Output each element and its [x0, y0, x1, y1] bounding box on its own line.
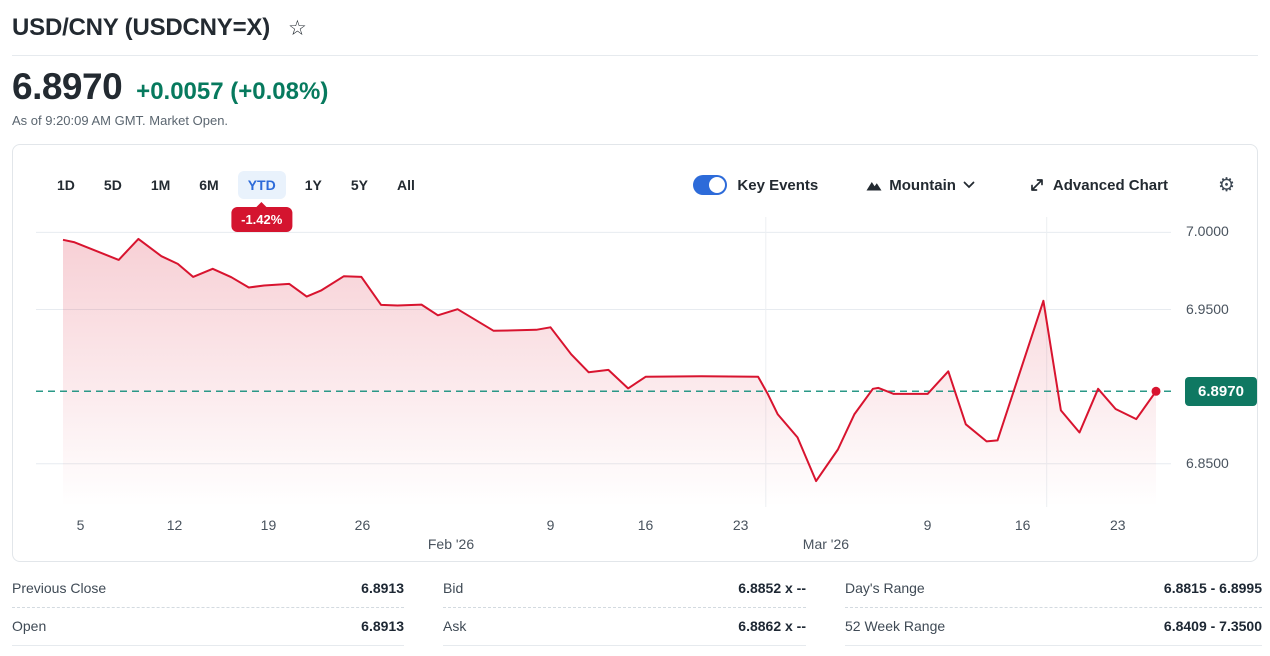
advanced-chart-label: Advanced Chart [1052, 176, 1168, 194]
as-of-timestamp: As of 9:20:09 AM GMT. Market Open. [12, 113, 229, 128]
mountain-fill [63, 238, 1156, 507]
chevron-down-icon [963, 181, 975, 189]
range-tab-1d[interactable]: 1D [47, 171, 85, 199]
advanced-chart-button[interactable]: Advanced Chart [1029, 177, 1168, 194]
y-axis-label: 7.0000 [1186, 223, 1229, 240]
stat-label: Previous Close [12, 580, 107, 596]
current-price: 6.8970 [12, 66, 123, 107]
stat-ask: Ask 6.8862 x -- [443, 608, 806, 646]
y-axis-label: 6.8500 [1186, 454, 1229, 471]
x-axis-tick: 26 [354, 517, 371, 533]
x-axis-tick: 9 [923, 517, 932, 533]
range-tab-ytd[interactable]: YTD -1.42% [231, 171, 293, 232]
stat-value: 6.8409 - 7.3500 [1163, 618, 1262, 634]
gear-icon[interactable]: ⚙ [1217, 173, 1235, 196]
header-divider [12, 55, 1258, 56]
range-tab-5y[interactable]: 5Y [341, 171, 378, 199]
key-events-toggle[interactable] [693, 175, 728, 195]
page-title: USD/CNY (USDCNY=X) [12, 14, 270, 41]
stat-day-s-range: Day's Range 6.8815 - 6.8995 [845, 570, 1262, 608]
range-tabs: 1D 5D 1M 6M YTD -1.42% 1Y 5Y All [47, 171, 434, 232]
price-chart[interactable] [36, 217, 1171, 507]
x-axis-month-label: Mar '26 [802, 536, 850, 552]
stat-bid: Bid 6.8852 x -- [443, 570, 806, 608]
stat-value: 6.8862 x -- [738, 618, 806, 634]
stat-label: Open [12, 618, 47, 634]
stat-label: Bid [443, 580, 464, 596]
range-tab-1y[interactable]: 1Y [295, 171, 332, 199]
key-events-label: Key Events [737, 176, 819, 194]
last-price-dot [1151, 386, 1161, 396]
expand-diagonal-icon [1031, 179, 1043, 191]
stat-label: 52 Week Range [845, 618, 946, 634]
x-axis-tick: 23 [732, 517, 749, 533]
stats-table: Previous Close 6.8913 Bid 6.8852 x -- Day's … [0, 562, 1270, 646]
range-tab-1m[interactable]: 1M [141, 171, 180, 199]
stat-label: Ask [443, 618, 467, 634]
current-price-badge: 6.8970 [1185, 376, 1257, 406]
stat-value: 6.8913 [361, 580, 404, 596]
mountain-icon [866, 182, 882, 191]
chart-card: 1D 5D 1M 6M YTD -1.42% 1Y 5Y All Key Events Moun… [12, 144, 1258, 562]
x-axis-tick: 19 [260, 517, 277, 533]
chart-toolbar-right: Key Events Mountain Advanced Chart ⚙ [693, 175, 1235, 195]
toggle-knob [709, 177, 726, 193]
price-change: +0.0057 (+0.08%) [136, 78, 329, 105]
stat-label: Day's Range [845, 580, 925, 596]
ytd-change-badge: -1.42% [231, 202, 293, 232]
quote-header: USD/CNY (USDCNY=X) ☆ 6.8970 +0.0057 (+0.… [0, 0, 1270, 128]
x-axis-tick: 12 [166, 517, 183, 533]
x-axis-tick: 9 [546, 517, 555, 533]
stat-value: 6.8815 - 6.8995 [1163, 580, 1262, 596]
range-tab-all[interactable]: All [387, 171, 425, 199]
x-axis-tick: 23 [1109, 517, 1126, 533]
x-axis-tick: 16 [637, 517, 654, 533]
x-axis-tick: 16 [1014, 517, 1031, 533]
range-tab-5d[interactable]: 5D [94, 171, 132, 199]
chart-toolbar: 1D 5D 1M 6M YTD -1.42% 1Y 5Y All Key Events Moun… [47, 171, 1235, 232]
stat-previous-close: Previous Close 6.8913 [12, 570, 404, 608]
x-axis-tick: 5 [76, 517, 85, 533]
stat-52-week-range: 52 Week Range 6.8409 - 7.3500 [845, 608, 1262, 646]
price-line [62, 237, 1157, 483]
chart-type-select[interactable]: Mountain [866, 177, 975, 194]
y-axis-label: 6.9500 [1186, 300, 1229, 317]
stat-value: 6.8852 x -- [738, 580, 806, 596]
chart-type-label: Mountain [889, 176, 956, 194]
range-tab-6m[interactable]: 6M [189, 171, 228, 199]
stat-open: Open 6.8913 [12, 608, 404, 646]
star-icon[interactable]: ☆ [288, 15, 307, 40]
stat-value: 6.8913 [361, 618, 404, 634]
x-axis-month-label: Feb '26 [427, 536, 475, 552]
